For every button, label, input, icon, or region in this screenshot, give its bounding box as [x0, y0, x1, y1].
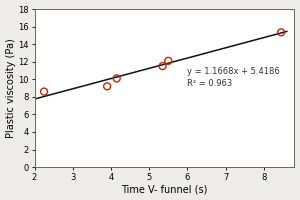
Point — [160, 65, 165, 68]
Y-axis label: Plastic viscosity (Pa): Plastic viscosity (Pa) — [6, 38, 16, 138]
Point — [42, 90, 46, 93]
Point — [279, 31, 283, 34]
Text: y = 1.1668x + 5.4186
R² = 0.963: y = 1.1668x + 5.4186 R² = 0.963 — [188, 67, 280, 88]
X-axis label: Time V- funnel (s): Time V- funnel (s) — [121, 184, 208, 194]
Point — [105, 85, 110, 88]
Point — [166, 59, 171, 62]
Point — [114, 77, 119, 80]
